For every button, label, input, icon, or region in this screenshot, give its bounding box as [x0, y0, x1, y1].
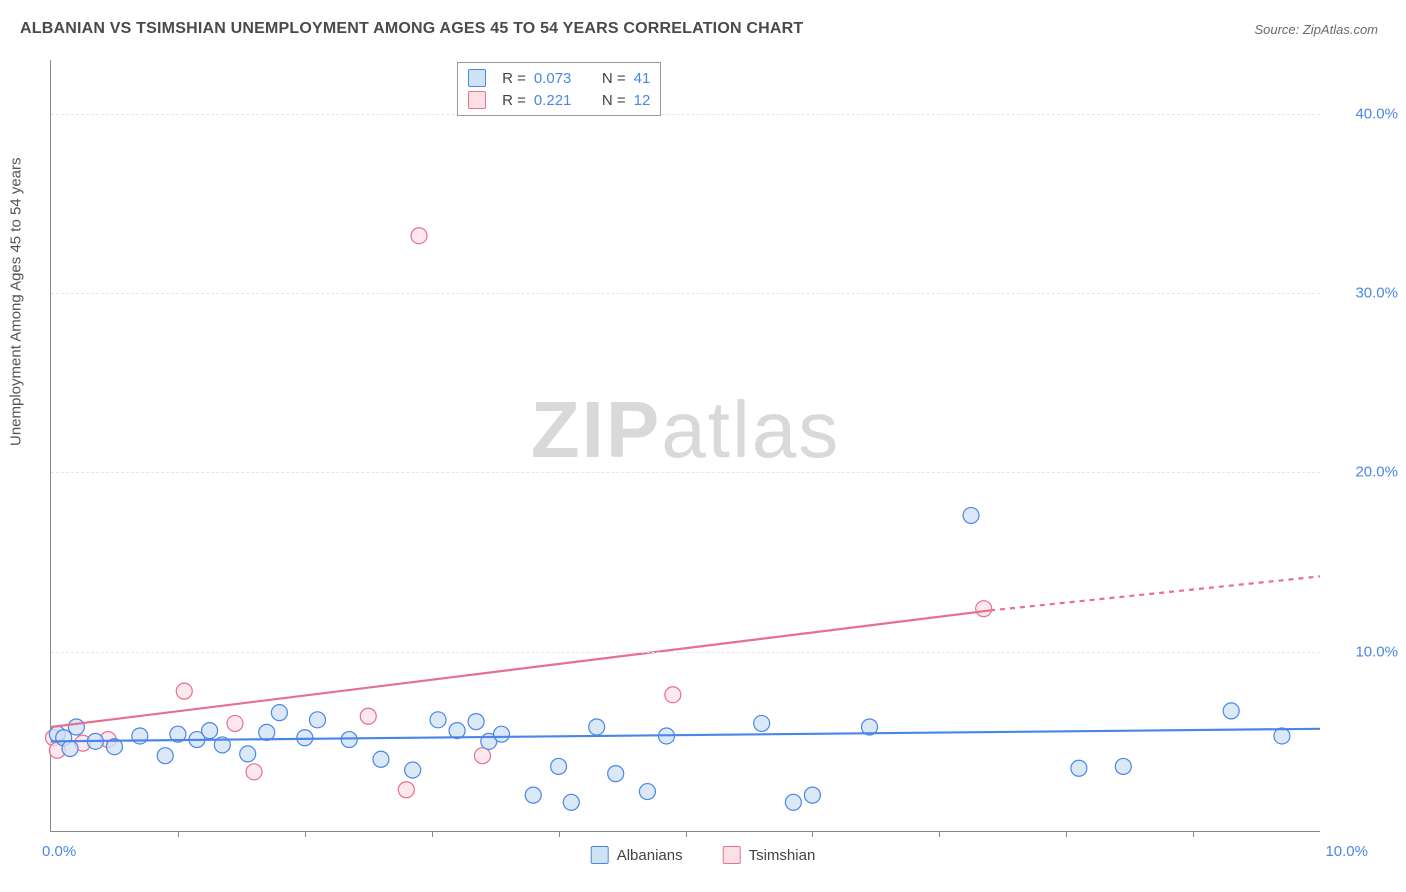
legend-label: Albanians — [617, 847, 683, 864]
legend-item: Albanians — [591, 846, 683, 864]
regression-line — [990, 576, 1320, 610]
data-point — [754, 715, 770, 731]
x-tick — [432, 831, 433, 837]
legend-swatch — [468, 69, 486, 87]
data-point — [341, 732, 357, 748]
data-point — [271, 705, 287, 721]
data-point — [785, 794, 801, 810]
data-point — [227, 715, 243, 731]
n-value: 12 — [634, 92, 651, 109]
data-point — [373, 751, 389, 767]
regression-line — [51, 610, 990, 727]
gridline — [51, 652, 1320, 653]
legend-item: Tsimshian — [723, 846, 816, 864]
plot-svg — [51, 60, 1320, 831]
y-axis-label: Unemployment Among Ages 45 to 54 years — [8, 157, 25, 446]
data-point — [1223, 703, 1239, 719]
gridline — [51, 472, 1320, 473]
legend-swatch — [591, 846, 609, 864]
data-point — [963, 507, 979, 523]
r-label: R = — [502, 70, 526, 87]
data-point — [202, 723, 218, 739]
gridline — [51, 114, 1320, 115]
data-point — [360, 708, 376, 724]
n-value: 41 — [634, 70, 651, 87]
data-point — [468, 714, 484, 730]
legend-swatch — [468, 91, 486, 109]
gridline — [51, 293, 1320, 294]
x-tick — [1066, 831, 1067, 837]
bottom-legend: Albanians Tsimshian — [591, 846, 816, 864]
data-point — [240, 746, 256, 762]
data-point — [525, 787, 541, 803]
x-tick — [178, 831, 179, 837]
r-label: R = — [502, 92, 526, 109]
data-point — [639, 784, 655, 800]
legend-label: Tsimshian — [749, 847, 816, 864]
data-point — [493, 726, 509, 742]
data-point — [398, 782, 414, 798]
data-point — [1071, 760, 1087, 776]
x-tick — [686, 831, 687, 837]
stats-row: R = 0.073 N = 41 — [468, 67, 650, 89]
data-point — [563, 794, 579, 810]
stats-legend-box: R = 0.073 N = 41 R = 0.221 N = 12 — [457, 62, 661, 116]
data-point — [976, 601, 992, 617]
data-point — [157, 748, 173, 764]
x-axis-max-label: 10.0% — [1325, 843, 1368, 860]
data-point — [259, 724, 275, 740]
n-label: N = — [602, 70, 626, 87]
y-tick-label: 20.0% — [1355, 464, 1398, 481]
data-point — [589, 719, 605, 735]
r-value: 0.221 — [534, 92, 582, 109]
x-tick — [1193, 831, 1194, 837]
data-point — [176, 683, 192, 699]
x-tick — [812, 831, 813, 837]
x-axis-min-label: 0.0% — [42, 843, 76, 860]
data-point — [246, 764, 262, 780]
stats-row: R = 0.221 N = 12 — [468, 89, 650, 111]
y-tick-label: 40.0% — [1355, 105, 1398, 122]
data-point — [474, 748, 490, 764]
data-point — [430, 712, 446, 728]
data-point — [411, 228, 427, 244]
y-tick-label: 10.0% — [1355, 643, 1398, 660]
plot-area: ZIPatlas 10.0%20.0%30.0%40.0%R =0.073N =… — [50, 60, 1320, 832]
data-point — [1274, 728, 1290, 744]
chart-title: ALBANIAN VS TSIMSHIAN UNEMPLOYMENT AMONG… — [20, 20, 803, 38]
data-point — [551, 758, 567, 774]
data-point — [665, 687, 681, 703]
chart-container: ALBANIAN VS TSIMSHIAN UNEMPLOYMENT AMONG… — [0, 0, 1406, 892]
data-point — [309, 712, 325, 728]
y-tick-label: 30.0% — [1355, 285, 1398, 302]
data-point — [62, 741, 78, 757]
x-tick — [559, 831, 560, 837]
n-label: N = — [602, 92, 626, 109]
data-point — [608, 766, 624, 782]
r-value: 0.073 — [534, 70, 582, 87]
regression-line — [51, 729, 1320, 742]
x-tick — [939, 831, 940, 837]
legend-swatch — [723, 846, 741, 864]
data-point — [804, 787, 820, 803]
x-tick — [305, 831, 306, 837]
source-attribution: Source: ZipAtlas.com — [1254, 22, 1378, 37]
data-point — [68, 719, 84, 735]
data-point — [1115, 758, 1131, 774]
data-point — [405, 762, 421, 778]
